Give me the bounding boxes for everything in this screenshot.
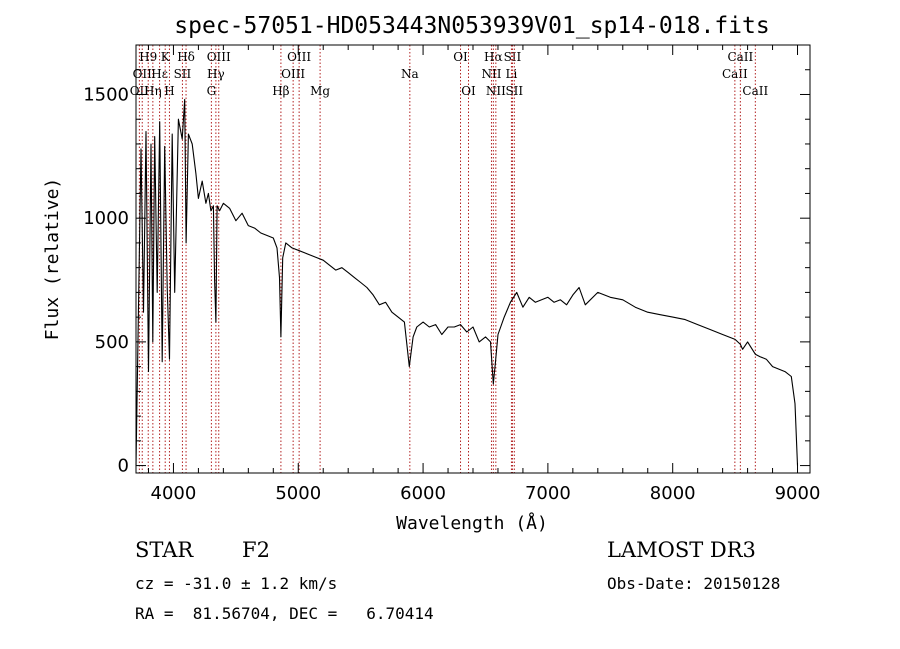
spectral-line-label: G: [207, 84, 217, 98]
spectral-line-label: H: [164, 84, 174, 98]
spectral-line-label: CaII: [742, 84, 768, 98]
plot-frame: [135, 44, 811, 474]
spectral-line-label: OII: [133, 67, 153, 81]
y-tick-label: 1500: [83, 84, 129, 105]
x-tick-label: 8000: [650, 483, 696, 504]
spectral-line-label: Hδ: [177, 50, 195, 64]
spectral-line-label: OIII: [287, 50, 311, 64]
spectral-line-label: OI: [453, 50, 468, 64]
spectral-line-label: Na: [401, 67, 419, 81]
spectral-line-label: K: [161, 50, 171, 64]
x-tick-label: 6000: [400, 483, 446, 504]
observation-date: Obs-Date: 20150128: [607, 574, 781, 593]
x-tick-label: 5000: [275, 483, 321, 504]
redshift-cz: cz = -31.0 ± 1.2 km/s: [135, 574, 338, 593]
spectral-line-label: OI: [461, 84, 476, 98]
spectral-line-label: Hε: [151, 67, 168, 81]
y-tick-label: 0: [118, 456, 129, 477]
y-tick-label: 1000: [83, 208, 129, 229]
spectral-line-label: Hα: [484, 50, 503, 64]
chart-title: spec-57051-HD053443N053939V01_sp14-018.f…: [174, 13, 769, 39]
ra-dec-coordinates: RA = 81.56704, DEC = 6.70414: [135, 604, 434, 623]
object-class: STAR: [135, 538, 194, 562]
spectral-line-label: NII: [481, 67, 501, 81]
x-tick-label: 7000: [525, 483, 571, 504]
x-tick-label: 9000: [775, 483, 821, 504]
object-subclass: F2: [242, 538, 270, 562]
y-tick-label: 500: [95, 332, 129, 353]
spectral-line-label: Hη: [144, 84, 162, 98]
spectral-line-label: CaII: [727, 50, 753, 64]
spectral-line-markers: OIIOIIH9HηHεKHSIIHδGHγOIIIHβOIIIOIIIMgNa…: [130, 45, 768, 473]
spectral-line-label: SII: [174, 67, 192, 81]
spectral-line-label: H9: [139, 50, 157, 64]
spectrum-line: [135, 98, 799, 466]
spectral-line-label: CaII: [722, 67, 748, 81]
x-axis-label: Wavelength (Å): [396, 512, 548, 534]
spectral-line-label: Hγ: [207, 67, 225, 81]
spectral-line-label: OIII: [281, 67, 305, 81]
spectral-line-label: OIII: [207, 50, 231, 64]
spectral-line-label: SII: [505, 84, 523, 98]
y-axis-label: Flux (relative): [42, 178, 63, 341]
survey-name: LAMOST DR3: [607, 538, 756, 562]
spectral-line-label: NII: [486, 84, 506, 98]
spectral-line-label: Hβ: [272, 84, 289, 98]
x-tick-label: 4000: [151, 483, 197, 504]
spectral-line-label: SII: [504, 50, 522, 64]
spectral-line-label: Mg: [310, 84, 330, 98]
spectral-line-label: Li: [506, 67, 518, 81]
axis-ticks: 4000 5000 6000 7000 8000 9000 0 500 1000 1500: [83, 45, 820, 504]
spectrum-series: [135, 98, 799, 466]
